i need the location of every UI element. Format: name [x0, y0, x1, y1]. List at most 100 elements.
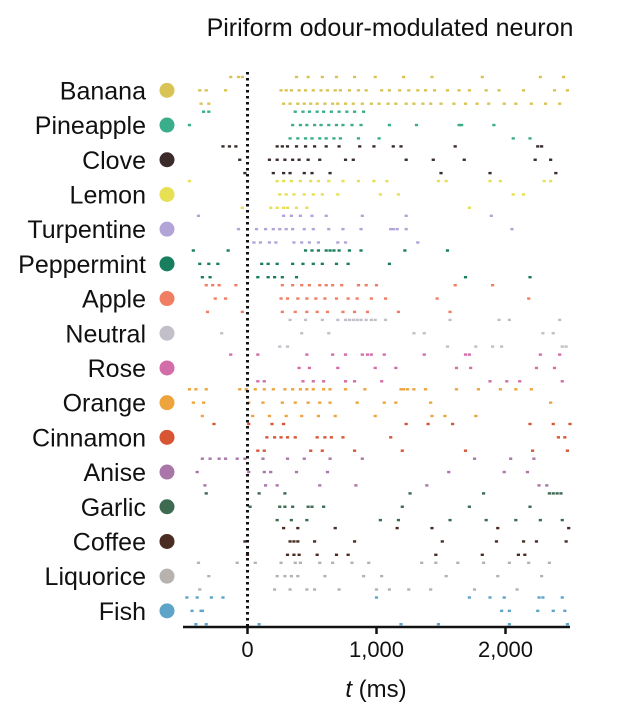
spike-mark [408, 492, 412, 495]
odour-label: Cinnamon [32, 424, 146, 452]
spike-mark [404, 422, 408, 426]
spike-mark [243, 171, 247, 175]
x-axis-ticks: 0 1,000 2,000 [241, 627, 533, 662]
spike-mark [216, 262, 220, 266]
spike-mark [498, 179, 502, 183]
spike-mark [551, 492, 555, 495]
spike-mark [547, 492, 551, 495]
spike-mark [303, 318, 308, 322]
odour-colour-dot [159, 152, 175, 168]
spike-mark [258, 241, 262, 244]
spike-mark [356, 89, 361, 92]
spike-mark [352, 449, 357, 452]
spike-mark [496, 526, 500, 530]
spike-mark [435, 297, 439, 300]
spike-mark [423, 388, 428, 391]
spike-mark [564, 345, 568, 348]
spike-mark [488, 596, 492, 599]
spike-mark [559, 492, 563, 495]
spike-mark [324, 214, 328, 217]
spike-mark [331, 353, 335, 356]
spike-mark [211, 284, 215, 287]
spike-mark [302, 193, 306, 196]
spike-mark [527, 297, 531, 300]
spike-mark [463, 276, 468, 279]
spike-mark [432, 89, 437, 92]
spike-mark [447, 470, 451, 474]
spike-mark [207, 110, 211, 113]
spike-mark [262, 388, 266, 391]
spike-mark [347, 89, 352, 92]
spike-mark [492, 123, 496, 127]
spike-mark [528, 276, 532, 279]
spike-mark [235, 561, 239, 564]
spike-mark [318, 401, 322, 404]
spike-mark [404, 227, 408, 231]
spike-mark [454, 388, 459, 391]
spike-mark [292, 241, 296, 244]
spike-mark [279, 436, 283, 439]
spike-mark [191, 249, 195, 252]
spike-mark [467, 596, 471, 599]
spike-mark [235, 457, 239, 460]
spike-mark [373, 75, 377, 79]
spike-mark [305, 123, 309, 127]
spike-mark [511, 193, 515, 196]
spike-mark [187, 388, 192, 391]
spike-mark [200, 609, 204, 613]
spike-mark [283, 505, 287, 508]
spike-mark [253, 388, 257, 391]
spike-mark [360, 353, 364, 356]
spike-mark [305, 353, 309, 356]
spike-mark [243, 540, 247, 543]
spike-mark [467, 505, 471, 508]
spike-mark [269, 470, 273, 474]
spike-mark [560, 596, 564, 599]
spike-mark [322, 110, 326, 113]
spike-mark [300, 241, 304, 244]
spike-mark [315, 310, 319, 314]
spike-mark [333, 526, 337, 530]
odour-label: Apple [82, 286, 146, 314]
spike-mark [280, 310, 284, 314]
spike-mark [554, 171, 558, 175]
spike-mark [338, 89, 342, 92]
spike-mark [444, 574, 448, 578]
spike-mark [480, 553, 484, 556]
spike-mark [343, 388, 348, 391]
spike-mark [187, 123, 192, 127]
spike-mark [282, 206, 286, 209]
spike-mark [389, 436, 393, 439]
spike-mark [547, 561, 551, 564]
spike-mark [422, 353, 426, 356]
spike-mark [195, 470, 199, 474]
spike-mark [373, 318, 377, 322]
spike-mark [285, 345, 290, 348]
spike-mark [405, 388, 410, 391]
spike-mark [431, 158, 435, 161]
spike-mark [294, 206, 299, 209]
spike-mark [271, 388, 275, 391]
spike-mark [322, 380, 326, 383]
spike-mark [303, 89, 308, 92]
odour-label: Orange [63, 390, 146, 418]
spike-mark [272, 436, 277, 439]
odour-label: Anise [83, 459, 146, 487]
spike-mark [278, 345, 282, 348]
spike-mark [300, 414, 304, 418]
spike-mark [234, 284, 238, 287]
spike-mark [288, 102, 292, 105]
spike-mark [564, 540, 568, 543]
spike-mark [475, 102, 479, 105]
spike-mark [202, 110, 206, 113]
spike-mark [207, 574, 211, 578]
spike-mark [311, 89, 315, 92]
spike-mark [279, 561, 283, 564]
spike-mark [563, 609, 567, 613]
odour-row-apple: Apple [82, 284, 531, 314]
spike-mark [507, 623, 511, 626]
spike-mark [377, 137, 381, 140]
spike-mark [560, 380, 564, 383]
spike-mark [352, 75, 357, 79]
